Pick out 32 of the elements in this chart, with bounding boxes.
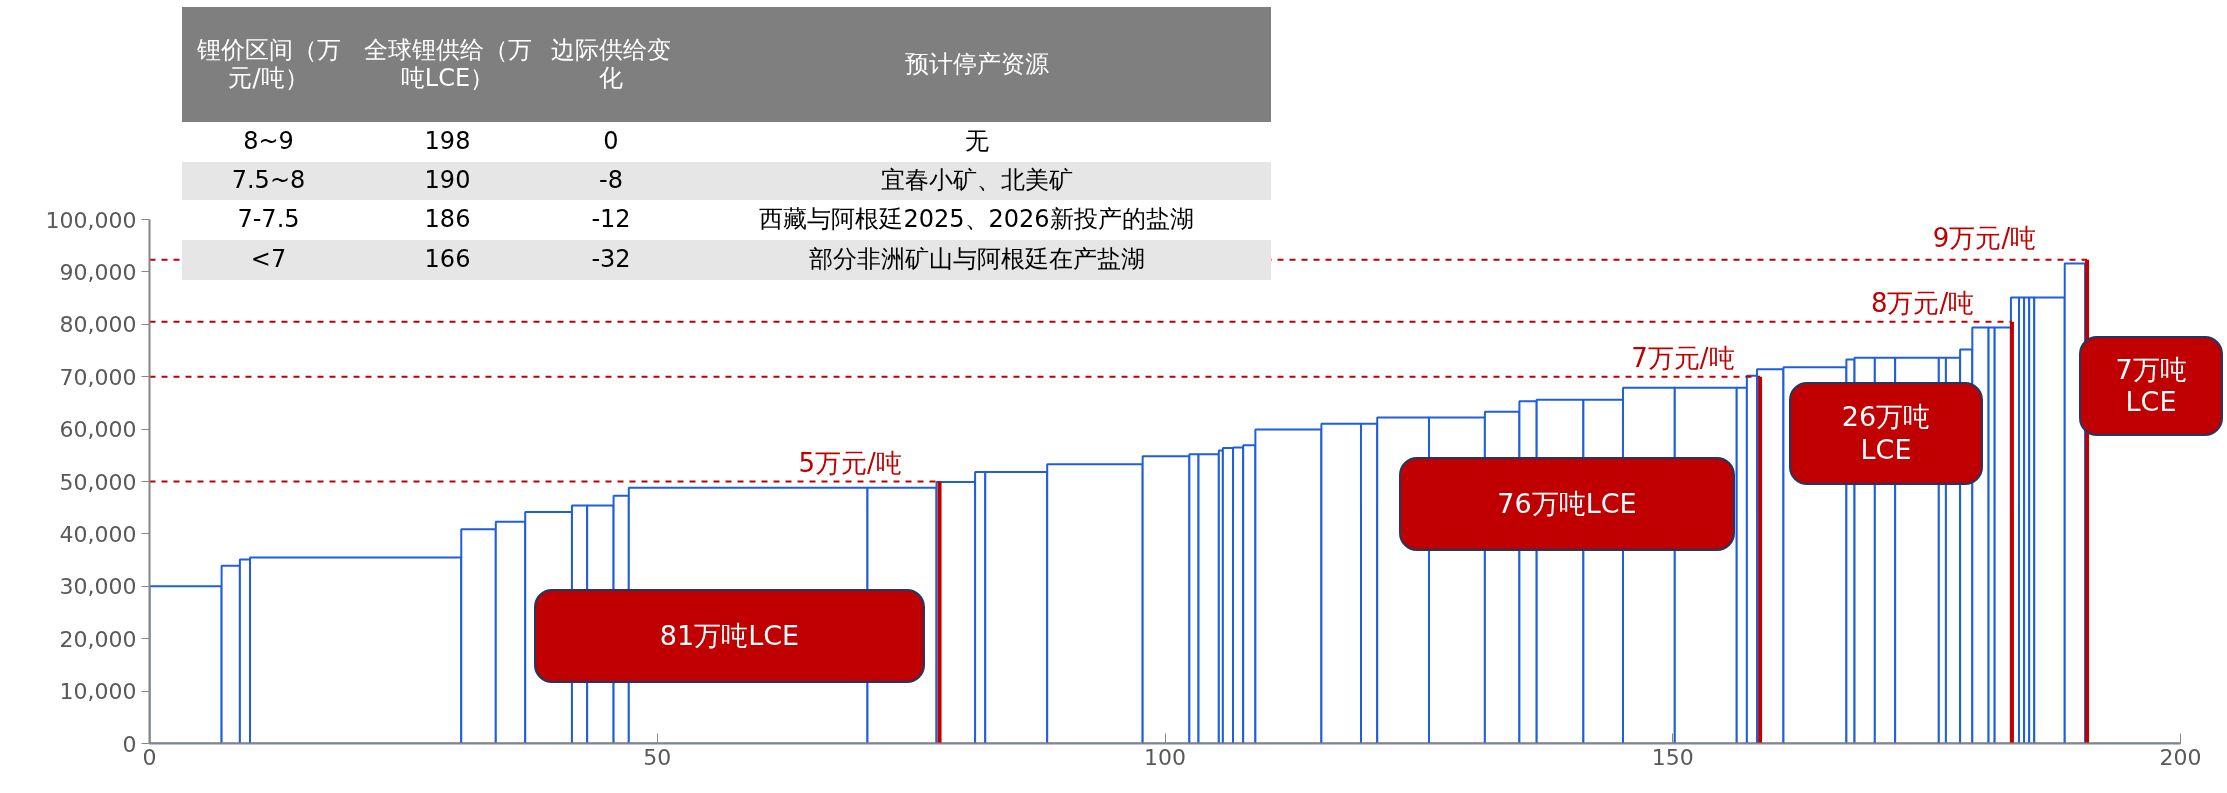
- y-tick-label: 100,000: [45, 207, 137, 233]
- annotation: 186: [423, 204, 472, 236]
- annotation: 5万元/吨: [798, 448, 902, 479]
- x-tick-label: 200: [2159, 744, 2202, 770]
- annotation: 7-7.5: [236, 204, 301, 236]
- x-tick-label: 50: [643, 744, 672, 770]
- annotation: -12: [590, 204, 632, 236]
- x-tick-label: 150: [1651, 744, 1694, 770]
- annotation: 166: [423, 244, 472, 276]
- y-tick-label: 80,000: [59, 312, 137, 338]
- annotation: 部分非洲矿山与阿根廷在产盐湖: [807, 244, 1146, 276]
- y-tick-label: 40,000: [59, 521, 137, 547]
- callout-box: 81万吨LCE: [534, 589, 925, 683]
- y-tick-label: 70,000: [59, 364, 137, 390]
- y-tick-label: 60,000: [59, 417, 137, 443]
- annotation: 7万元/吨: [1631, 343, 1735, 374]
- annotation: -32: [590, 244, 632, 276]
- x-tick-label: 0: [142, 744, 157, 770]
- callout-box: 7万吨 LCE: [2079, 336, 2223, 436]
- table-row: 8~9 198 0 无: [182, 122, 1271, 162]
- y-tick-label: 20,000: [59, 626, 137, 652]
- annotation: 西藏与阿根廷2025、2026新投产的盐湖: [758, 204, 1195, 236]
- y-tick-label: 10,000: [59, 679, 137, 705]
- annotation: 9万元/吨: [1932, 222, 2037, 253]
- y-tick-label: 30,000: [59, 574, 137, 600]
- x-tick-label: 100: [1144, 744, 1186, 770]
- annotation: 8万元/吨: [1870, 288, 1975, 319]
- callout-box: 76万吨LCE: [1399, 457, 1735, 551]
- y-tick-label: 90,000: [59, 259, 137, 285]
- callout-box: 26万吨 LCE: [1789, 382, 1983, 485]
- y-tick-label: 50,000: [59, 469, 137, 495]
- annotation: <7: [249, 244, 288, 276]
